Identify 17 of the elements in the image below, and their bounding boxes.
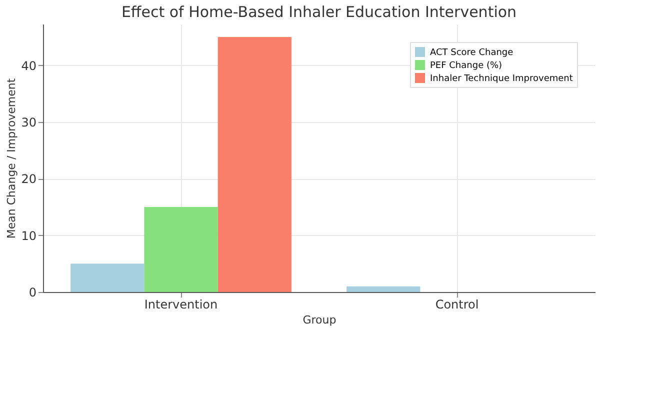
x-tick-label: Intervention (144, 298, 218, 312)
bar (346, 286, 420, 292)
y-tick-label: 0 (28, 286, 36, 300)
legend-label: ACT Score Change (430, 48, 514, 58)
bar (70, 264, 144, 292)
y-tick-label: 10 (21, 228, 36, 243)
x-tick-label: Control (435, 298, 479, 312)
y-tick-label: 40 (21, 58, 36, 73)
y-tick-label: 20 (21, 172, 36, 186)
bar (144, 207, 218, 292)
y-tick-label: 30 (21, 116, 36, 130)
bar (218, 37, 292, 292)
legend-label: Inhaler Technique Improvement (430, 74, 574, 84)
x-axis-title: Group (302, 314, 336, 326)
y-axis-title: Mean Change / Improvement (5, 78, 18, 239)
chart-title: Effect of Home-Based Inhaler Education Intervention (121, 3, 517, 21)
legend-label: PEF Change (%) (430, 61, 502, 71)
